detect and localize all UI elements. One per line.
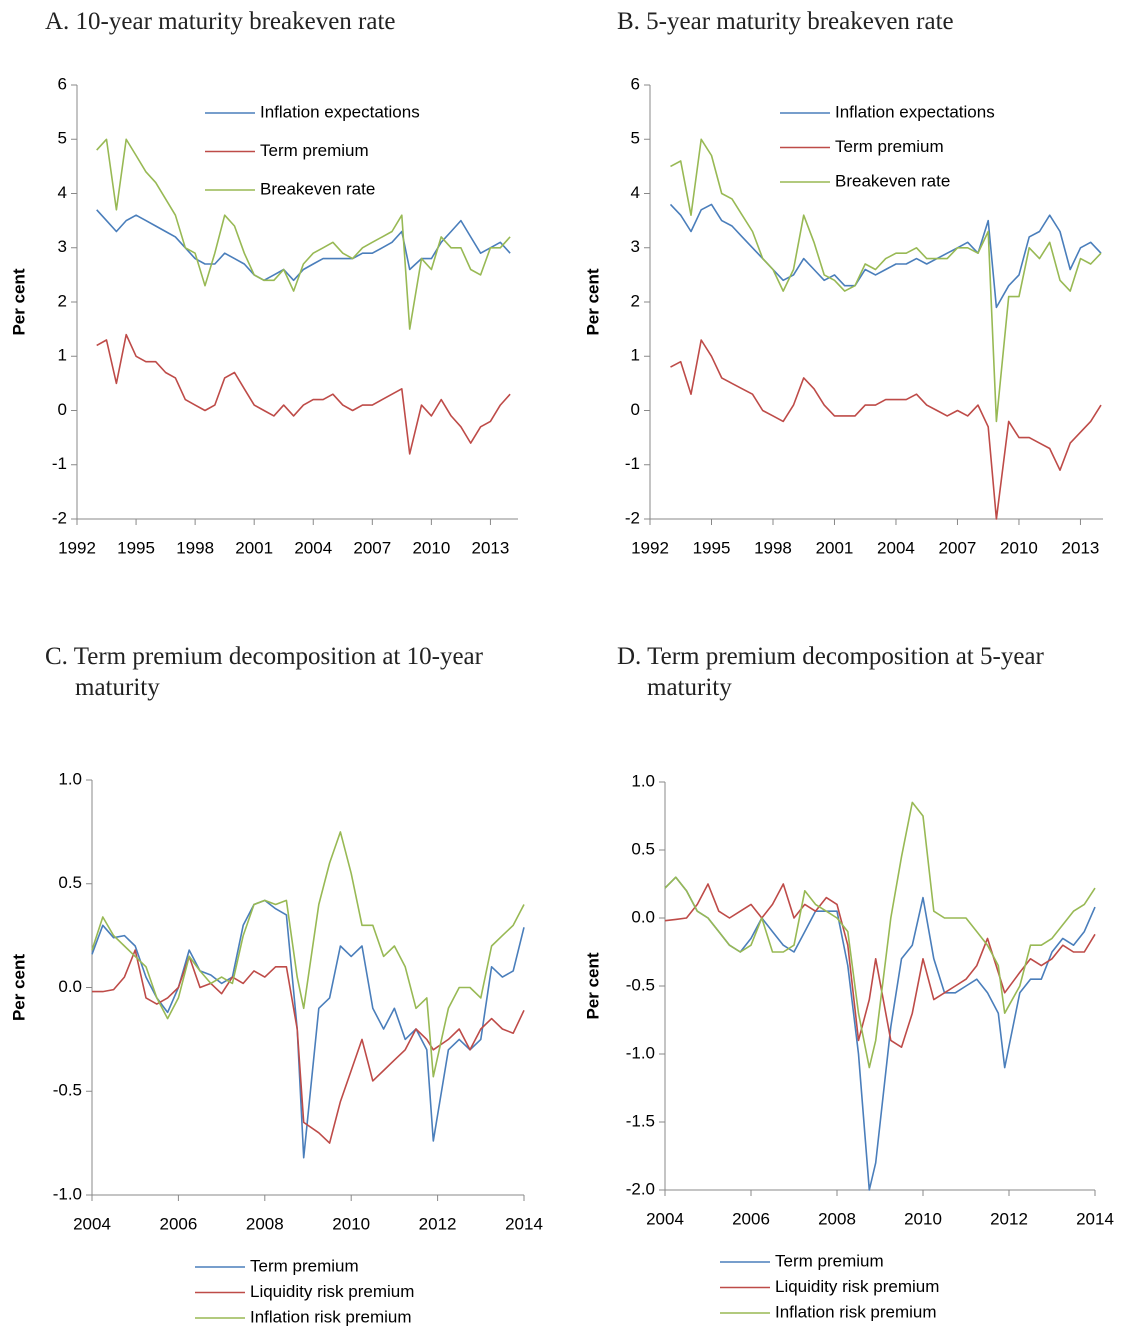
x-tick-label: 2013 <box>1062 538 1100 557</box>
y-tick-label: -0.5 <box>53 1081 82 1100</box>
series-line <box>96 333 511 455</box>
x-tick-label: 2010 <box>332 1214 370 1233</box>
series-line <box>669 203 1102 309</box>
y-tick-label: 3 <box>631 237 640 256</box>
x-tick-label: 2012 <box>990 1209 1028 1228</box>
y-tick-label: -2 <box>625 508 640 527</box>
legend-label: Term premium <box>835 137 944 156</box>
legend-label: Term premium <box>250 1256 359 1275</box>
y-tick-label: 6 <box>58 74 67 93</box>
y-tick-label: 5 <box>631 129 640 148</box>
series-line <box>96 209 511 282</box>
chart-title: B. 5-year maturity breakeven rate <box>617 8 954 35</box>
x-tick-label: 1998 <box>754 538 792 557</box>
y-tick-label: 0.5 <box>631 839 655 858</box>
x-tick-label: 2012 <box>419 1214 457 1233</box>
series-line <box>664 883 1096 1048</box>
y-tick-label: -1 <box>52 454 67 473</box>
y-axis-label: Per cent <box>9 268 28 335</box>
y-tick-label: -1 <box>625 454 640 473</box>
chart-title: A. 10-year maturity breakeven rate <box>45 8 396 35</box>
y-tick-label: 5 <box>58 129 67 148</box>
x-tick-label: 2014 <box>505 1214 543 1233</box>
y-tick-label: 0 <box>631 400 640 419</box>
y-tick-label: 1.0 <box>631 771 655 790</box>
y-tick-label: 2 <box>631 291 640 310</box>
y-axis-label: Per cent <box>583 268 602 335</box>
y-axis-label: Per cent <box>583 952 602 1019</box>
y-tick-label: 0.0 <box>631 907 655 926</box>
x-tick-label: 1995 <box>117 538 155 557</box>
y-tick-label: 3 <box>58 237 67 256</box>
series-line <box>91 831 525 1078</box>
y-tick-label: 1 <box>631 346 640 365</box>
x-tick-label: 2004 <box>877 538 915 557</box>
y-axis-label: Per cent <box>9 954 28 1021</box>
y-tick-label: -1.0 <box>626 1043 655 1062</box>
legend-label: Breakeven rate <box>260 179 375 198</box>
y-tick-label: 1 <box>58 346 67 365</box>
series-line <box>670 138 1102 423</box>
series-line <box>670 339 1102 520</box>
legend-label: Breakeven rate <box>835 171 950 190</box>
legend-label: Liquidity risk premium <box>775 1277 939 1296</box>
legend-label: Inflation expectations <box>835 102 995 121</box>
y-tick-label: -2.0 <box>626 1179 655 1198</box>
y-tick-label: -1.5 <box>626 1111 655 1130</box>
x-tick-label: 2013 <box>472 538 510 557</box>
series-line <box>91 899 525 1159</box>
legend-label: Liquidity risk premium <box>250 1282 414 1301</box>
series-line <box>92 949 525 1144</box>
y-tick-label: -1.0 <box>53 1184 82 1203</box>
x-tick-label: 2008 <box>818 1209 856 1228</box>
chart-title: D. Term premium decomposition at 5-year … <box>617 643 1044 701</box>
x-tick-label: 2006 <box>159 1214 197 1233</box>
legend-label: Inflation expectations <box>260 102 420 121</box>
y-tick-label: 2 <box>58 291 67 310</box>
x-tick-label: 2010 <box>412 538 450 557</box>
y-tick-label: -0.5 <box>626 975 655 994</box>
x-tick-label: 2008 <box>246 1214 284 1233</box>
x-tick-label: 2014 <box>1076 1209 1114 1228</box>
x-tick-label: 1995 <box>693 538 731 557</box>
y-tick-label: 4 <box>58 183 67 202</box>
x-tick-label: 1992 <box>631 538 669 557</box>
x-tick-label: 2007 <box>353 538 391 557</box>
x-tick-label: 2007 <box>939 538 977 557</box>
x-tick-label: 2004 <box>646 1209 684 1228</box>
y-tick-label: 0 <box>58 400 67 419</box>
legend-label: Inflation risk premium <box>775 1302 937 1321</box>
x-tick-label: 2010 <box>1000 538 1038 557</box>
series-line <box>96 138 511 330</box>
x-tick-label: 2010 <box>904 1209 942 1228</box>
x-tick-label: 2004 <box>294 538 332 557</box>
y-tick-label: 4 <box>631 183 640 202</box>
legend-label: Term premium <box>775 1251 884 1270</box>
x-tick-label: 2006 <box>732 1209 770 1228</box>
series-line <box>664 876 1096 1191</box>
y-tick-label: 0.5 <box>58 873 82 892</box>
legend-label: Inflation risk premium <box>250 1307 412 1326</box>
x-tick-label: 2001 <box>235 538 273 557</box>
y-tick-label: -2 <box>52 508 67 527</box>
x-tick-label: 2004 <box>73 1214 111 1233</box>
x-tick-label: 1992 <box>58 538 96 557</box>
chart-title: C. Term premium decomposition at 10-year… <box>45 643 483 701</box>
series-line <box>664 801 1096 1069</box>
x-tick-label: 2001 <box>816 538 854 557</box>
y-tick-label: 1.0 <box>58 769 82 788</box>
y-tick-label: 0.0 <box>58 977 82 996</box>
y-tick-label: 6 <box>631 74 640 93</box>
legend-label: Term premium <box>260 141 369 160</box>
x-tick-label: 1998 <box>176 538 214 557</box>
